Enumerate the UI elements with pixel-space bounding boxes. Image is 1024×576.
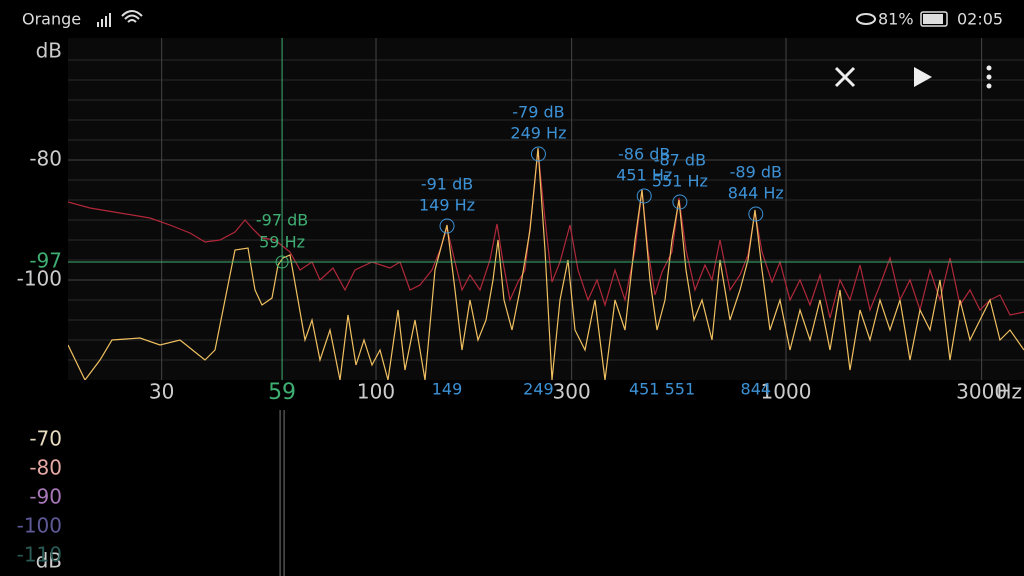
peak-marker <box>748 206 764 222</box>
plot-area <box>68 38 1024 380</box>
x-tick-label: 3000 <box>956 380 1007 404</box>
colorbar-label: -80 <box>29 456 62 480</box>
y-tick-label: -100 <box>17 267 62 291</box>
peak-db-label: -89 dB <box>730 163 782 182</box>
play-button[interactable] <box>914 67 932 87</box>
cursor-marker <box>275 255 289 269</box>
peak-db-label: -87 dB <box>654 151 706 170</box>
peak-marker <box>636 188 652 204</box>
y-tick-label: -80 <box>29 147 62 171</box>
clock: 02:05 <box>957 10 1003 29</box>
cursor-db-label: -97 dB <box>256 211 308 230</box>
wifi-icon <box>121 10 143 23</box>
cursor-x-label: 59 <box>268 380 296 405</box>
peak-x-label: 249 <box>523 380 554 399</box>
cursor-y-label: -97 <box>29 249 62 273</box>
peak-x-label: 451 <box>629 380 660 399</box>
peak-hz-label: 451 Hz <box>616 166 672 185</box>
peak-db-label: -91 dB <box>421 175 473 194</box>
eye-icon <box>856 13 876 25</box>
peak-hz-label: 249 Hz <box>510 124 566 143</box>
x-tick-label: 100 <box>357 380 395 404</box>
cursor-hz-label: 59 Hz <box>259 233 305 252</box>
peak-x-label: 149 <box>432 380 463 399</box>
x-tick-label: 1000 <box>761 380 812 404</box>
colorbar-label: -90 <box>29 485 62 509</box>
battery-level <box>923 14 943 24</box>
x-tick-label: 300 <box>553 380 591 404</box>
colorbar-unit: dB <box>36 549 62 573</box>
colorbar-label: -100 <box>17 514 62 538</box>
peak-marker <box>530 146 546 162</box>
x-tick-label: 30 <box>149 380 174 404</box>
colorbar-label: -110 <box>17 543 62 567</box>
peak-x-label: 844 <box>741 380 772 399</box>
peak-db-label: -79 dB <box>512 103 564 122</box>
signal-icon <box>97 13 111 27</box>
y-unit: dB <box>36 39 62 63</box>
menu-button[interactable] <box>986 65 992 89</box>
peak-hz-label: 844 Hz <box>728 184 784 203</box>
peak-marker <box>439 218 455 234</box>
x-unit: Hz <box>996 380 1022 404</box>
peak-hz-label: 551 Hz <box>652 172 708 191</box>
carrier: Orange <box>22 10 81 29</box>
colorbar-label: -70 <box>29 427 62 451</box>
peak-x-label: 551 <box>665 380 696 399</box>
battery-icon <box>920 11 948 27</box>
peak-db-label: -86 dB <box>618 145 670 164</box>
peak-hold-trace <box>68 149 1024 319</box>
close-button[interactable] <box>834 66 856 88</box>
battery-percent: 81% <box>878 10 914 29</box>
peak-marker <box>672 194 688 210</box>
peak-hz-label: 149 Hz <box>419 196 475 215</box>
